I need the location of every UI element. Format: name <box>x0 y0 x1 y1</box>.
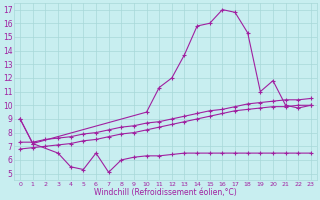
X-axis label: Windchill (Refroidissement éolien,°C): Windchill (Refroidissement éolien,°C) <box>94 188 237 197</box>
